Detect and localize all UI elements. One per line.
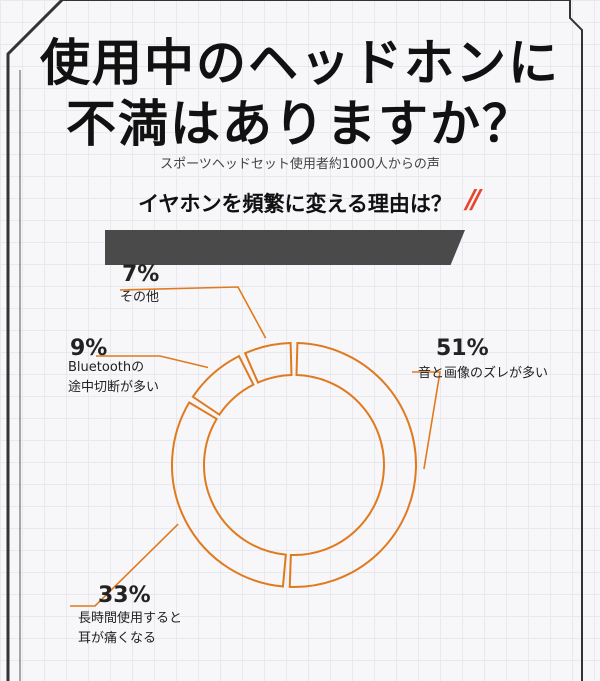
slice-sync (288, 342, 417, 588)
category-label-line: 長時間使用すると (78, 611, 183, 626)
category-label-bluetooth: Bluetoothの 途中切断が多い (68, 358, 159, 398)
value-label-7: 7% (122, 262, 160, 287)
subtitle: スポーツヘッドセット使用者約1000人からの声 (160, 157, 440, 172)
slice-other-leader-line (119, 286, 267, 339)
category-label-line: 音と画像のズレが多い (418, 366, 549, 381)
slice-bluetooth (191, 354, 255, 417)
slice-ear-pain (171, 401, 287, 588)
question-heading: イヤホンを頻繁に変える理由は？ (138, 192, 452, 216)
header-bar (105, 230, 465, 265)
slice-sync-leader-line (412, 371, 441, 470)
category-label-line: Bluetoothの (68, 360, 145, 375)
slice-ear-pain-leader-line (70, 523, 179, 607)
category-label-line: 途中切断が多い (68, 380, 160, 395)
slice-other (243, 342, 293, 384)
value-label-51: 51% (436, 336, 489, 361)
value-label-33: 33% (98, 583, 151, 608)
category-label-sync: 音と画像のズレが多い (418, 364, 548, 384)
category-label-other: その他 (120, 288, 159, 308)
main-title-line-1: 使用中のヘッドホンに (40, 34, 560, 92)
slice-bluetooth-leader-line (96, 355, 209, 369)
category-label-ear-pain: 長時間使用すると 耳が痛くなる (78, 609, 182, 649)
main-title-line-2: 不満はありますか？ (66, 95, 534, 153)
category-label-line: その他 (120, 290, 160, 305)
value-label-9: 9% (70, 336, 108, 361)
category-label-line: 耳が痛くなる (78, 631, 157, 646)
